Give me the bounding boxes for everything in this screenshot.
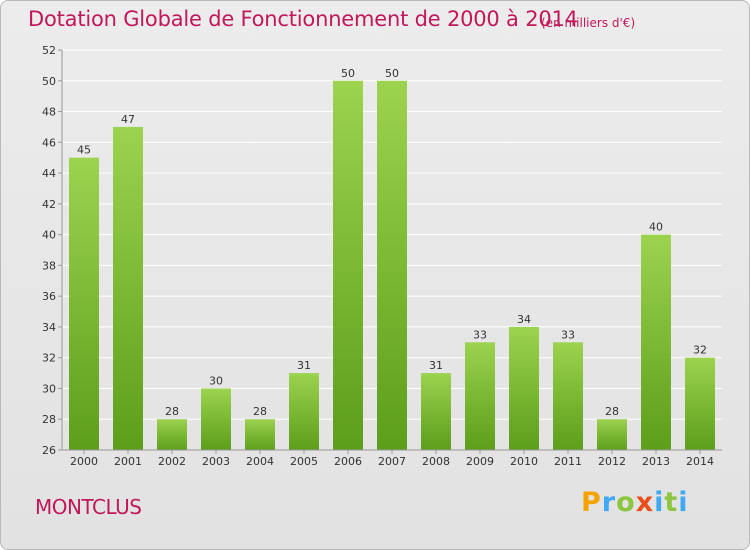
x-tick-label: 2002: [158, 455, 186, 468]
value-label: 34: [517, 313, 531, 326]
bar-2001: [113, 126, 143, 450]
y-tick-label: 40: [42, 229, 56, 242]
logo-letter: t: [664, 487, 679, 518]
value-label: 28: [253, 405, 267, 418]
bar-2012: [597, 419, 627, 450]
value-label: 33: [473, 328, 487, 341]
x-tick-label: 2010: [510, 455, 538, 468]
x-tick-label: 2012: [598, 455, 626, 468]
value-label: 32: [693, 344, 707, 357]
chart-subtitle: (en milliers d'€): [541, 16, 636, 30]
bar-2006: [333, 80, 363, 451]
bar-2005: [289, 373, 319, 450]
y-tick-label: 44: [42, 167, 56, 180]
value-label: 50: [385, 67, 399, 80]
logo-letter: r: [601, 487, 617, 518]
value-label: 40: [649, 221, 663, 234]
labels: 26 28 30 32 34 36 38 40 42 44 46 48 50 52 45 2000 47 2001…: [42, 44, 714, 468]
x-tick-label: 2013: [642, 455, 670, 468]
y-tick-label: 34: [42, 321, 56, 334]
y-tick-label: 52: [42, 44, 56, 57]
x-tick-label: 2011: [554, 455, 582, 468]
bars: [69, 80, 715, 451]
y-tick-label: 46: [42, 136, 56, 149]
value-label: 31: [429, 359, 443, 372]
x-tick-label: 2006: [334, 455, 362, 468]
bar-2003: [201, 388, 231, 450]
chart-title: Dotation Globale de Fonctionnement de 20…: [28, 7, 578, 31]
value-label: 47: [121, 113, 135, 126]
value-label: 45: [77, 144, 91, 157]
y-tick-label: 50: [42, 75, 56, 88]
logo-letter: i: [654, 487, 665, 518]
value-label: 28: [605, 405, 619, 418]
y-tick-label: 36: [42, 290, 56, 303]
x-tick-label: 2009: [466, 455, 494, 468]
bar-2014: [685, 357, 715, 450]
bar-2002: [157, 419, 187, 450]
logo-letter: o: [616, 487, 636, 518]
logo-letter: P: [581, 487, 602, 518]
value-label: 28: [165, 405, 179, 418]
x-tick-label: 2008: [422, 455, 450, 468]
bar-2000: [69, 157, 99, 450]
bar-2013: [641, 234, 671, 450]
value-label: 50: [341, 67, 355, 80]
bar-2009: [465, 342, 495, 450]
municipality-name: MONTCLUS: [35, 495, 142, 519]
y-tick-label: 48: [42, 106, 56, 119]
x-tick-label: 2007: [378, 455, 406, 468]
value-label: 31: [297, 359, 311, 372]
bar-2004: [245, 419, 275, 450]
y-tick-label: 32: [42, 352, 56, 365]
bar-2008: [421, 373, 451, 450]
axes: [58, 49, 722, 454]
x-tick-label: 2001: [114, 455, 142, 468]
y-tick-label: 42: [42, 198, 56, 211]
x-tick-label: 2014: [686, 455, 714, 468]
y-tick-label: 30: [42, 382, 56, 395]
proxiti-logo: Proxiti: [581, 487, 689, 518]
logo-letter: x: [635, 487, 655, 518]
bar-2007: [377, 80, 407, 451]
bar-2010: [509, 326, 539, 450]
x-tick-label: 2004: [246, 455, 274, 468]
y-tick-label: 28: [42, 413, 56, 426]
bar-2011: [553, 342, 583, 450]
x-tick-label: 2005: [290, 455, 318, 468]
y-tick-label: 38: [42, 259, 56, 272]
logo-letter: i: [678, 487, 689, 518]
y-tick-label: 26: [42, 444, 56, 457]
x-tick-label: 2000: [70, 455, 98, 468]
x-tick-label: 2003: [202, 455, 230, 468]
value-label: 30: [209, 374, 223, 387]
value-label: 33: [561, 328, 575, 341]
